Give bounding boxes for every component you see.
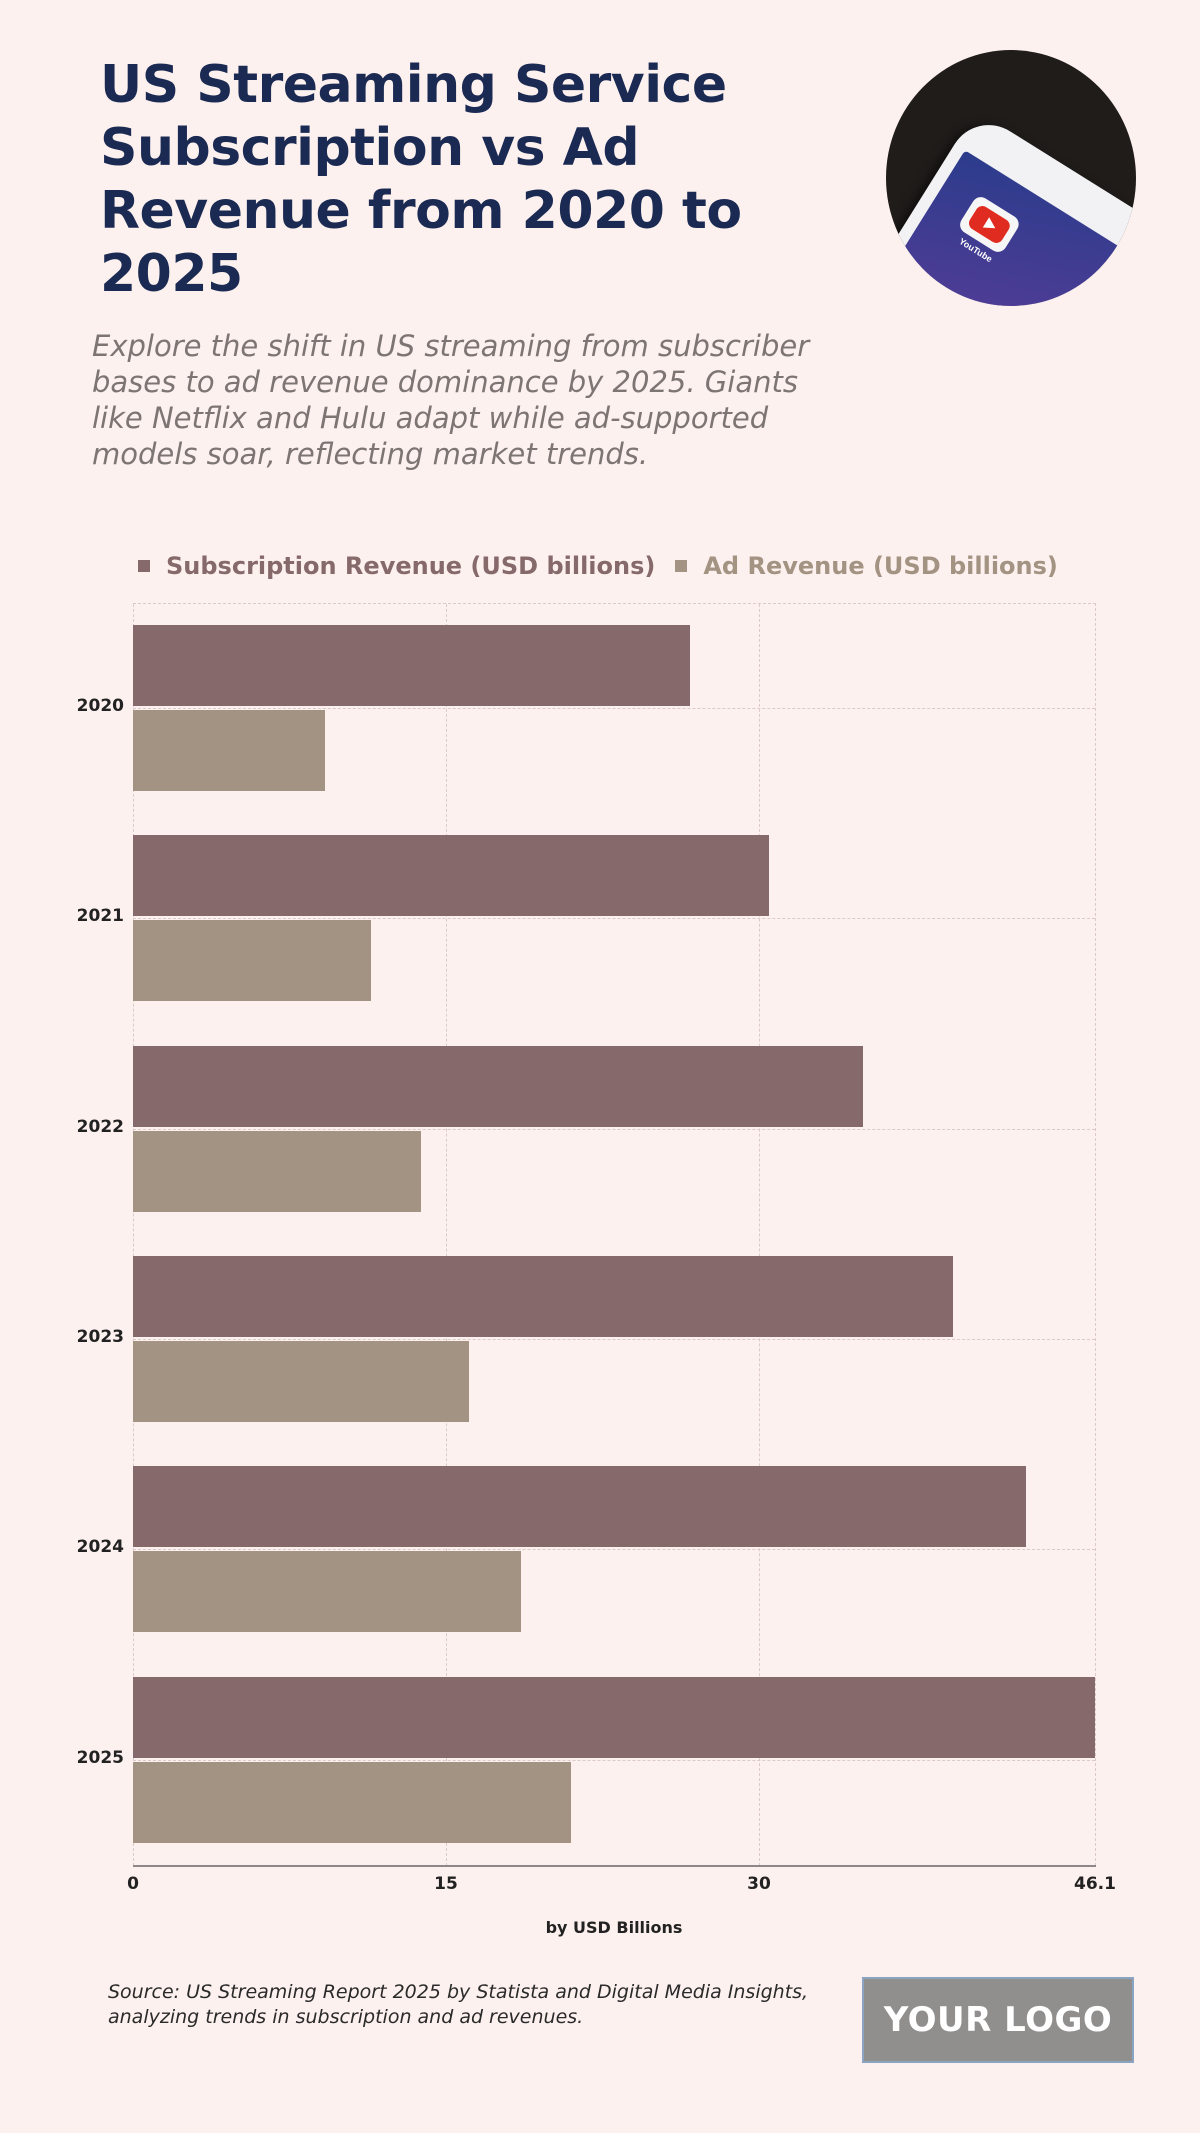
chart-plot-area [133, 603, 1096, 1866]
bar-ad [133, 1551, 522, 1633]
grid-line [133, 1128, 1095, 1130]
grid-line [133, 708, 1095, 709]
x-axis-title: by USD Billions [545, 1918, 683, 1937]
x-tick-label: 15 [434, 1874, 458, 1894]
chart-legend: Subscription Revenue (USD billions) Ad R… [138, 552, 1078, 580]
bar-ad [133, 710, 325, 791]
grid-line [446, 604, 447, 1866]
bar-ad [133, 1130, 421, 1212]
bar-ad [133, 920, 371, 1002]
logo-placeholder: YOUR LOGO [862, 1977, 1134, 2063]
y-tick-label: 2022 [76, 1116, 124, 1137]
bar-ad [133, 1340, 469, 1422]
subtitle: Explore the shift in US streaming from s… [92, 329, 810, 471]
phone-screen: YouTube [886, 150, 1136, 306]
x-tick-label: 30 [747, 1874, 771, 1894]
grid-line [133, 604, 134, 1866]
legend-swatch-icon [675, 560, 688, 572]
y-tick-label: 2020 [76, 696, 124, 716]
legend-item-ad: Ad Revenue (USD billions) [675, 552, 1058, 580]
bar-subscription [133, 1255, 954, 1337]
source-note: Source: US Streaming Report 2025 by Stat… [108, 1981, 809, 2028]
bar-subscription [133, 1676, 1095, 1758]
bar-ad [133, 1761, 572, 1843]
y-tick-label: 2021 [76, 906, 124, 927]
page-title: US Streaming Service Subscription vs Ad … [100, 55, 742, 304]
y-tick-label: 2023 [76, 1326, 124, 1347]
youtube-logo-icon [966, 203, 1013, 246]
bar-subscription [133, 835, 770, 917]
grid-line [133, 1338, 1095, 1340]
hero-image: YouTube [886, 50, 1136, 306]
legend-item-subscription: Subscription Revenue (USD billions) [138, 552, 655, 580]
grid-line [133, 1759, 1095, 1761]
bar-subscription [133, 625, 691, 706]
x-axis-line [133, 1865, 1096, 1867]
y-tick-label: 2025 [76, 1747, 124, 1768]
legend-label: Ad Revenue (USD billions) [703, 552, 1058, 580]
y-tick-label: 2024 [76, 1537, 124, 1558]
x-tick-label: 0 [127, 1874, 139, 1894]
play-icon [982, 217, 999, 234]
x-tick-label: 46.1 [1074, 1874, 1116, 1894]
legend-swatch-icon [138, 560, 150, 572]
grid-line [133, 1549, 1095, 1551]
grid-line [759, 604, 760, 1866]
bar-subscription [133, 1466, 1027, 1548]
phone-illustration: YouTube [886, 110, 1136, 306]
grid-line [133, 918, 1095, 920]
bar-subscription [133, 1045, 864, 1127]
legend-label: Subscription Revenue (USD billions) [166, 552, 656, 580]
